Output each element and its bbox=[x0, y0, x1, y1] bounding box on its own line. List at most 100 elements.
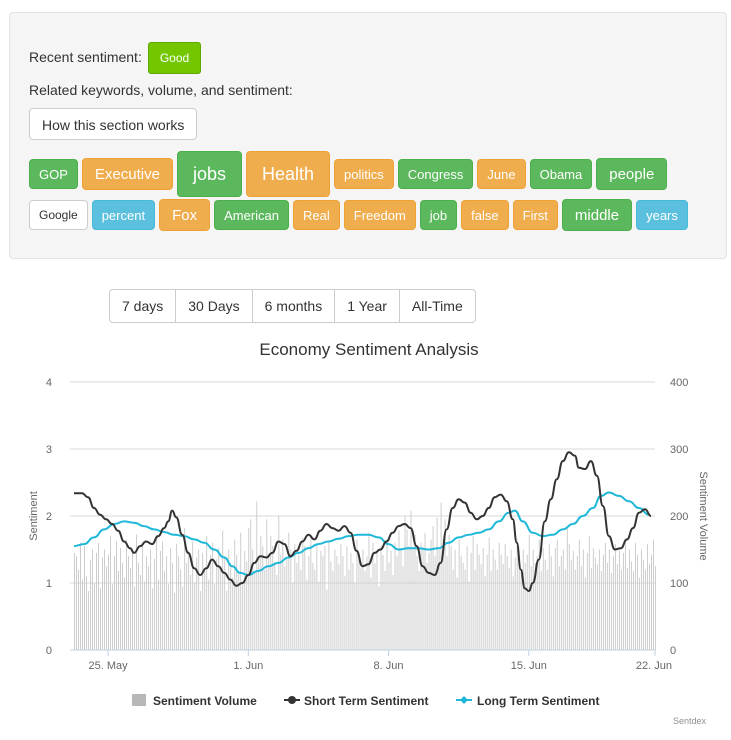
volume-bar bbox=[252, 549, 254, 650]
volume-bar bbox=[380, 546, 382, 650]
keyword-executive[interactable]: Executive bbox=[81, 158, 173, 190]
keyword-row-2: Google percent Fox American Real Freedom job fa… bbox=[29, 199, 688, 231]
volume-bar bbox=[226, 591, 228, 650]
volume-bar bbox=[124, 577, 125, 650]
volume-bar bbox=[204, 568, 206, 650]
volume-bar bbox=[268, 556, 270, 650]
volume-bar bbox=[290, 549, 292, 650]
volume-bar bbox=[168, 584, 170, 650]
volume-bar bbox=[310, 534, 312, 650]
volume-bar bbox=[540, 570, 542, 650]
keyword-job[interactable]: job bbox=[419, 200, 458, 230]
keyword-middle[interactable]: middle bbox=[561, 199, 633, 231]
volume-bar bbox=[536, 556, 538, 650]
range-button-7-days[interactable]: 7 days bbox=[109, 289, 177, 323]
volume-bar bbox=[594, 557, 596, 650]
volume-bar bbox=[558, 566, 560, 650]
volume-bar bbox=[468, 581, 470, 650]
volume-bar bbox=[122, 562, 123, 650]
volume-bar bbox=[242, 583, 244, 650]
volume-bar bbox=[426, 562, 428, 650]
volume-bar bbox=[406, 529, 408, 650]
volume-bar bbox=[296, 562, 298, 650]
volume-bar bbox=[418, 570, 420, 650]
keyword-june[interactable]: June bbox=[477, 159, 526, 189]
range-button-all-time[interactable]: All-Time bbox=[398, 289, 476, 323]
keyword-jobs[interactable]: jobs bbox=[176, 151, 242, 197]
volume-bar bbox=[410, 510, 412, 650]
sentiment-chart: Economy Sentiment Analysis 0 1 2 3 4 0 100 200… bbox=[28, 340, 709, 726]
right-tick-label: 100 bbox=[670, 578, 688, 590]
volume-bar bbox=[210, 554, 212, 650]
keyword-obama[interactable]: Obama bbox=[529, 159, 593, 189]
keyword-google[interactable]: Google bbox=[29, 200, 88, 230]
volume-bar bbox=[98, 542, 99, 650]
volume-bar bbox=[118, 570, 119, 650]
legend-short-label[interactable]: Short Term Sentiment bbox=[304, 694, 428, 708]
volume-bar bbox=[456, 577, 458, 650]
volume-bar bbox=[396, 556, 398, 650]
volume-bar bbox=[368, 532, 370, 650]
volume-bar bbox=[372, 542, 374, 650]
volume-bar bbox=[116, 541, 117, 650]
volume-bar bbox=[344, 576, 346, 650]
chart-credit[interactable]: Sentdex bbox=[673, 716, 707, 726]
volume-bar bbox=[653, 539, 654, 650]
volume-bar bbox=[460, 556, 462, 650]
left-tick-label: 2 bbox=[46, 511, 52, 523]
keyword-freedom[interactable]: Freedom bbox=[343, 200, 416, 230]
volume-bar bbox=[374, 562, 376, 650]
volume-bar bbox=[216, 559, 218, 650]
legend-volume-label[interactable]: Sentiment Volume bbox=[153, 694, 257, 708]
keyword-politics[interactable]: politics bbox=[334, 159, 394, 189]
keyword-fox[interactable]: Fox bbox=[159, 199, 211, 231]
range-button-6-months[interactable]: 6 months bbox=[251, 289, 336, 323]
keyword-first[interactable]: First bbox=[512, 200, 558, 230]
volume-bar bbox=[294, 544, 296, 650]
keyword-years[interactable]: years bbox=[636, 200, 688, 230]
volume-bar bbox=[384, 570, 386, 650]
volume-bar bbox=[348, 569, 350, 650]
volume-bar bbox=[582, 549, 584, 650]
volume-bar bbox=[136, 534, 138, 650]
right-tick-label: 0 bbox=[670, 645, 676, 657]
keyword-congress[interactable]: Congress bbox=[397, 159, 474, 189]
how-section-works-button[interactable]: How this section works bbox=[29, 108, 198, 140]
keyword-gop[interactable]: GOP bbox=[29, 159, 78, 189]
volume-bar bbox=[320, 550, 322, 650]
legend-long-label[interactable]: Long Term Sentiment bbox=[477, 694, 599, 708]
keyword-row-1: GOP Executive jobs Health politics Congress Ju… bbox=[29, 151, 668, 197]
keyword-percent[interactable]: percent bbox=[91, 200, 156, 230]
volume-bar bbox=[464, 569, 466, 650]
range-button-30-days[interactable]: 30 Days bbox=[175, 289, 253, 323]
volume-bar bbox=[604, 542, 606, 650]
volume-bar bbox=[184, 528, 186, 650]
volume-bar bbox=[286, 557, 288, 650]
volume-bar bbox=[412, 549, 414, 650]
volume-bar bbox=[284, 566, 286, 650]
volume-bar bbox=[354, 583, 356, 650]
volume-bar bbox=[610, 572, 612, 650]
keyword-health[interactable]: Health bbox=[245, 151, 331, 197]
volume-bar bbox=[496, 569, 498, 650]
volume-bar bbox=[92, 549, 93, 650]
volume-bar bbox=[362, 549, 364, 650]
volume-bar bbox=[482, 548, 484, 650]
volume-bar bbox=[200, 591, 202, 650]
volume-bar bbox=[388, 562, 390, 650]
volume-bar bbox=[82, 579, 83, 650]
volume-bar bbox=[420, 542, 422, 650]
range-button-1-year[interactable]: 1 Year bbox=[334, 289, 400, 323]
volume-bar bbox=[86, 576, 87, 650]
volume-bar bbox=[192, 541, 194, 650]
keyword-real[interactable]: Real bbox=[293, 200, 340, 230]
volume-bar bbox=[408, 546, 410, 650]
volume-bar bbox=[366, 556, 368, 650]
left-tick-label: 0 bbox=[46, 645, 52, 657]
keyword-people[interactable]: people bbox=[596, 158, 668, 190]
volume-bar bbox=[218, 548, 220, 650]
volume-bar bbox=[300, 569, 302, 650]
keyword-false[interactable]: false bbox=[461, 200, 509, 230]
volume-bar bbox=[562, 549, 564, 650]
keyword-american[interactable]: American bbox=[214, 200, 290, 230]
